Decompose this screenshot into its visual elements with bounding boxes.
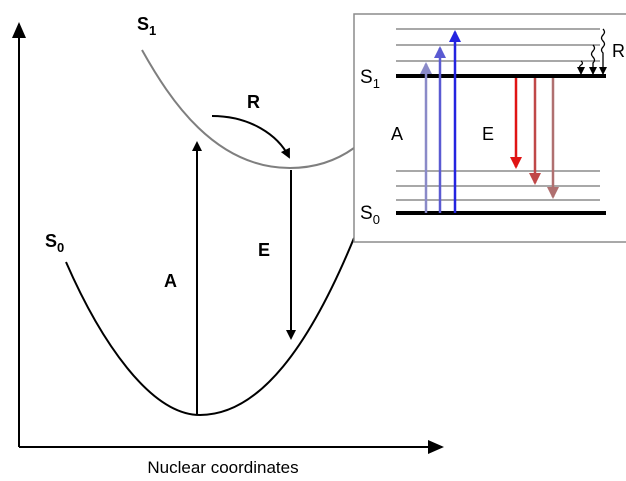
inset-relaxation-label: R <box>612 41 625 61</box>
inset-emission-label: E <box>482 124 494 144</box>
emission-label: E <box>258 240 270 260</box>
relaxation-wavy-arrow-2 <box>589 44 597 75</box>
s1-curve <box>141 49 355 170</box>
relaxation-wavy-arrow-1 <box>577 60 585 75</box>
x-axis-label: Nuclear coordinates <box>147 458 298 477</box>
relaxation-label: R <box>247 92 260 112</box>
s0-curve <box>65 237 355 417</box>
inset-jablonski: R S1 S0 A E <box>353 13 626 243</box>
relaxation-wavy-arrow-3 <box>599 28 607 75</box>
s0-state-label: S0 <box>45 231 64 255</box>
inset-absorption-label: A <box>391 124 403 144</box>
inset-s0-label: S0 <box>360 203 380 227</box>
inset-frame <box>353 13 626 243</box>
s1-state-label: S1 <box>137 14 156 38</box>
absorption-label: A <box>164 271 177 291</box>
inset-s1-label: S1 <box>360 67 380 91</box>
main-diagram: Nuclear coordinates A R E S1 S0 <box>12 14 444 477</box>
relaxation-arrow <box>211 115 290 159</box>
